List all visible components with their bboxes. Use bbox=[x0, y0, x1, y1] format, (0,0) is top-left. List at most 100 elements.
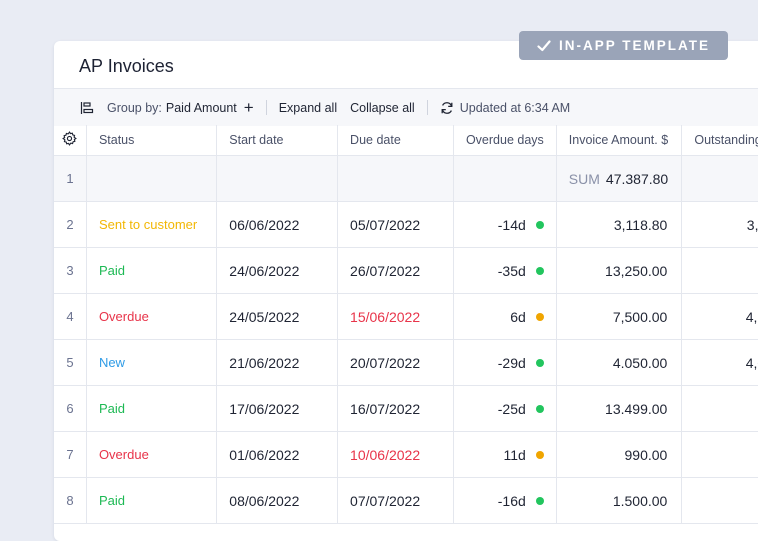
status-cell[interactable]: Sent to customer bbox=[86, 201, 218, 248]
table-header-row: Status Start date Due date Overdue days … bbox=[54, 125, 758, 156]
overdue-days-cell[interactable]: -14d bbox=[453, 201, 557, 248]
sum-value: 47.387.80 bbox=[605, 170, 669, 187]
overdue-days-value: -14d bbox=[497, 216, 526, 233]
column-header-outstanding[interactable]: Outstanding bbox=[681, 125, 758, 156]
sum-label: SUM bbox=[568, 170, 600, 187]
badge-label: IN-APP TEMPLATE bbox=[558, 38, 710, 53]
due-date-cell[interactable]: 15/06/2022 bbox=[337, 293, 454, 340]
invoice-amount-cell[interactable]: 7,500.00 bbox=[556, 293, 683, 340]
invoice-amount-cell[interactable]: 3,118.80 bbox=[556, 201, 683, 248]
status-dot-icon bbox=[535, 450, 544, 459]
due-date-cell[interactable]: 20/07/2022 bbox=[337, 339, 454, 386]
status-cell[interactable]: New bbox=[86, 339, 218, 386]
overdue-days-cell[interactable]: 11d bbox=[453, 431, 557, 478]
status-cell[interactable]: Paid bbox=[86, 385, 218, 432]
overdue-days-cell[interactable]: -16d bbox=[453, 477, 557, 524]
overdue-days-value: -29d bbox=[497, 354, 526, 371]
row-number: 4 bbox=[54, 293, 87, 340]
due-date-cell[interactable]: 07/07/2022 bbox=[337, 477, 454, 524]
due-date-cell[interactable]: 16/07/2022 bbox=[337, 385, 454, 432]
row-number: 5 bbox=[54, 339, 87, 386]
table-row[interactable]: 6 Paid 17/06/2022 16/07/2022 -25d 13.499.00 bbox=[54, 385, 758, 432]
in-app-template-badge: IN-APP TEMPLATE bbox=[519, 31, 728, 60]
outstanding-cell[interactable] bbox=[681, 247, 758, 294]
column-header-start-date[interactable]: Start date bbox=[216, 125, 339, 156]
table-row[interactable]: 2 Sent to customer 06/06/2022 05/07/2022 -14… bbox=[54, 201, 758, 248]
outstanding-cell[interactable]: 4,05 bbox=[681, 339, 758, 386]
start-date-cell[interactable]: 06/06/2022 bbox=[216, 201, 339, 248]
row-number: 1 bbox=[54, 155, 87, 202]
due-date-cell[interactable]: 05/07/2022 bbox=[337, 201, 454, 248]
group-by-value[interactable]: Paid Amount bbox=[165, 100, 237, 115]
column-header-status[interactable]: Status bbox=[86, 125, 218, 156]
invoice-amount-cell[interactable]: 13,250.00 bbox=[556, 247, 683, 294]
table-cell bbox=[681, 155, 758, 202]
overdue-days-cell[interactable]: -35d bbox=[453, 247, 557, 294]
checkmark-icon bbox=[537, 39, 551, 52]
due-date-cell[interactable]: 26/07/2022 bbox=[337, 247, 454, 294]
status-dot-icon bbox=[535, 404, 544, 413]
column-header-due-date[interactable]: Due date bbox=[337, 125, 454, 156]
expand-all-button[interactable]: Expand all bbox=[278, 100, 338, 115]
gear-icon[interactable] bbox=[62, 131, 78, 149]
due-date-cell[interactable]: 10/06/2022 bbox=[337, 431, 454, 478]
start-date-cell[interactable]: 24/06/2022 bbox=[216, 247, 339, 294]
status-cell[interactable]: Paid bbox=[86, 247, 218, 294]
table-row[interactable]: 8 Paid 08/06/2022 07/07/2022 -16d 1.500.00 bbox=[54, 477, 758, 524]
row-number: 3 bbox=[54, 247, 87, 294]
overdue-days-value: -35d bbox=[497, 262, 526, 279]
overdue-days-cell[interactable]: -29d bbox=[453, 339, 557, 386]
invoice-table: Status Start date Due date Overdue days … bbox=[54, 125, 758, 524]
row-number: 2 bbox=[54, 201, 87, 248]
table-cell bbox=[337, 155, 454, 202]
start-date-cell[interactable]: 17/06/2022 bbox=[216, 385, 339, 432]
refresh-icon[interactable] bbox=[440, 101, 454, 115]
column-header-overdue-days[interactable]: Overdue days bbox=[453, 125, 557, 156]
invoice-amount-cell[interactable]: 4.050.00 bbox=[556, 339, 683, 386]
page-title: AP Invoices bbox=[79, 56, 174, 76]
toolbar: Group by: Paid Amount + Expand all Colla… bbox=[54, 88, 758, 126]
status-cell[interactable]: Overdue bbox=[86, 431, 218, 478]
outstanding-cell[interactable]: 3,11 bbox=[681, 201, 758, 248]
status-cell[interactable]: Paid bbox=[86, 477, 218, 524]
outstanding-cell[interactable] bbox=[681, 477, 758, 524]
column-header-invoice-amount[interactable]: Invoice Amount. $ bbox=[556, 125, 683, 156]
start-date-cell[interactable]: 01/06/2022 bbox=[216, 431, 339, 478]
invoice-amount-cell[interactable]: 990.00 bbox=[556, 431, 683, 478]
start-date-cell[interactable]: 21/06/2022 bbox=[216, 339, 339, 386]
group-by-icon[interactable] bbox=[80, 101, 94, 115]
status-cell[interactable]: Overdue bbox=[86, 293, 218, 340]
row-number: 6 bbox=[54, 385, 87, 432]
overdue-days-value: 11d bbox=[503, 446, 526, 463]
overdue-days-value: -25d bbox=[497, 400, 526, 417]
overdue-days-cell[interactable]: -25d bbox=[453, 385, 557, 432]
sum-cell: SUM 47.387.80 bbox=[556, 155, 683, 202]
outstanding-cell[interactable]: 4,70 bbox=[681, 293, 758, 340]
collapse-all-button[interactable]: Collapse all bbox=[350, 100, 415, 115]
status-dot-icon bbox=[535, 220, 544, 229]
toolbar-divider bbox=[265, 100, 267, 115]
invoice-amount-cell[interactable]: 13.499.00 bbox=[556, 385, 683, 432]
overdue-days-cell[interactable]: 6d bbox=[453, 293, 557, 340]
plus-icon[interactable]: + bbox=[243, 98, 254, 117]
invoice-amount-cell[interactable]: 1.500.00 bbox=[556, 477, 683, 524]
outstanding-cell[interactable]: 99 bbox=[681, 431, 758, 478]
column-settings[interactable] bbox=[54, 125, 87, 156]
updated-time: Updated at 6:34 AM bbox=[459, 100, 571, 115]
sum-row: 1 SUM 47.387.80 bbox=[54, 155, 758, 202]
table-row[interactable]: 4 Overdue 24/05/2022 15/06/2022 6d 7,500.00 4,… bbox=[54, 293, 758, 340]
start-date-cell[interactable]: 24/05/2022 bbox=[216, 293, 339, 340]
row-number: 8 bbox=[54, 477, 87, 524]
group-by-label[interactable]: Group by: bbox=[107, 100, 162, 115]
outstanding-cell[interactable] bbox=[681, 385, 758, 432]
toolbar-divider bbox=[426, 100, 428, 115]
row-number: 7 bbox=[54, 431, 87, 478]
invoice-card: AP Invoices Group by: Paid Amount + Expa… bbox=[54, 41, 758, 541]
table-row[interactable]: 3 Paid 24/06/2022 26/07/2022 -35d 13,250.00 bbox=[54, 247, 758, 294]
status-dot-icon bbox=[535, 266, 544, 275]
start-date-cell[interactable]: 08/06/2022 bbox=[216, 477, 339, 524]
table-cell bbox=[453, 155, 557, 202]
table-cell bbox=[216, 155, 339, 202]
